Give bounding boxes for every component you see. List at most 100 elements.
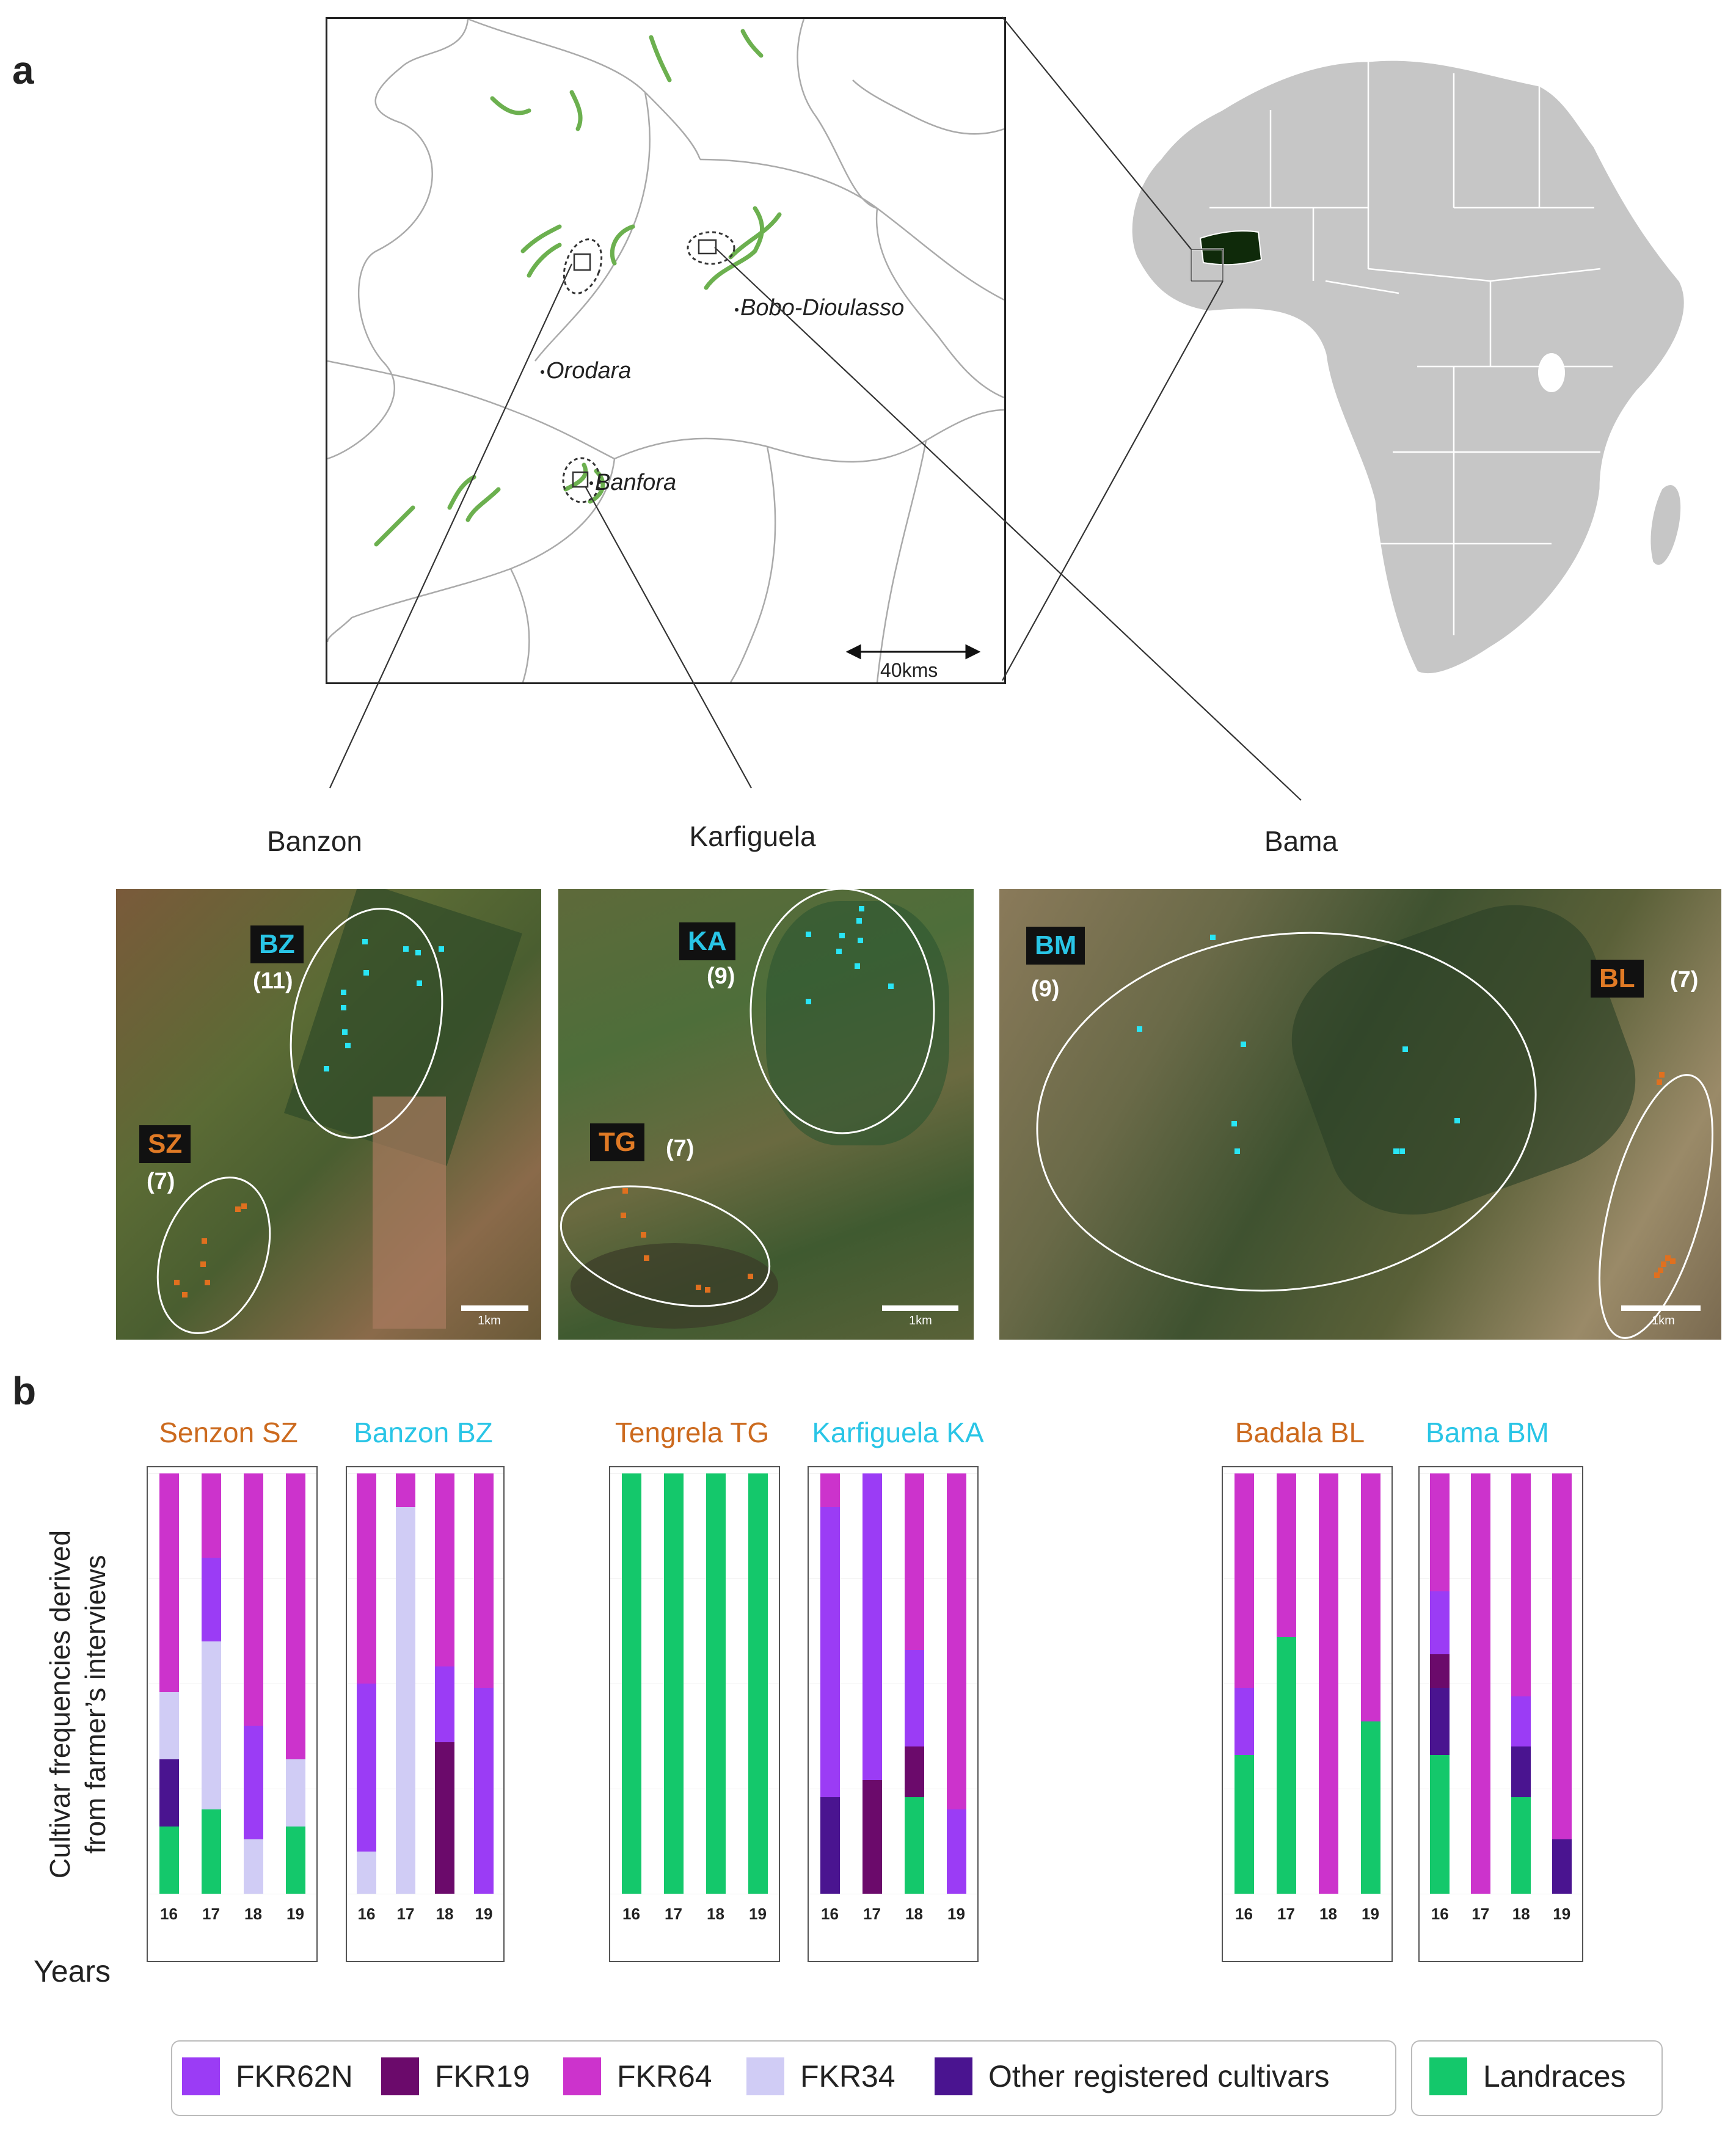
year-tick-label: 17 [1277,1905,1295,1923]
bar-segment-fkr64 [243,1473,263,1726]
satellite-bama: BM (9) BL (7) 1km [999,889,1721,1340]
year-tick-label: 19 [475,1905,493,1923]
site-count-tg: (7) [666,1136,695,1161]
y-axis-label-line1: Cultivar frequencies derived [44,1530,76,1879]
gridline [148,1473,316,1474]
bar-segment-fkr64 [904,1473,924,1650]
legend-registered: FKR62N FKR19 FKR64 FKR34 Other registere… [171,2040,1396,2116]
facet-banzon: 16 17 18 19 [346,1466,505,1962]
scale-bar-banzon [461,1305,528,1311]
bar-segment-fkr64 [396,1473,415,1508]
legend-item-landraces: Landraces [1429,2057,1626,2095]
bar-segment-other-registered-cultivars [1430,1687,1450,1755]
bar-segment-fkr62n [474,1687,494,1894]
regional-map: Bobo-Dioulasso Orodara Banfora 40kms [326,17,1006,684]
africa-map [1130,59,1686,676]
legend-label-fkr62n: FKR62N [236,2059,353,2093]
legend-swatch-fkr64 [563,2057,601,2095]
year-tick-label: 17 [665,1905,682,1923]
bar-segment-landraces [706,1473,726,1894]
legend-label-fkr19: FKR19 [435,2059,530,2093]
bar-segment-fkr62n [946,1809,966,1894]
gridline [347,1578,503,1579]
facet-title-banzon: Banzon BZ [354,1417,493,1448]
year-tick-label: 17 [202,1905,220,1923]
site-code-sz: SZ [139,1125,191,1163]
bar-segment-fkr19 [435,1742,454,1894]
facet-tengrela: 16 17 18 19 [609,1466,780,1962]
bar-segment-fkr34 [201,1641,221,1810]
bar-segment-landraces [663,1473,684,1894]
site-count-sz: (7) [147,1169,175,1194]
site-count-bl: (7) [1670,967,1699,993]
bar-segment-other-registered-cultivars [1552,1839,1572,1894]
panel-b-letter: b [12,1369,37,1413]
y-axis-label: Cultivar frequencies derived from farmer… [43,1515,128,1894]
year-tick-label: 18 [244,1905,262,1923]
facet-senzon: 16 17 18 19 [147,1466,318,1962]
bar-segment-fkr64 [1318,1473,1338,1894]
year-tick-label: 17 [396,1905,415,1923]
legend-item-fkr19: FKR19 [381,2057,530,2095]
year-tick-label: 19 [286,1905,304,1923]
panel-a-letter: a [12,48,34,92]
facet-title-tengrela: Tengrela TG [615,1417,770,1448]
legend-label-other: Other registered cultivars [988,2059,1330,2093]
site-code-bm: BM [1026,927,1085,965]
facet-title-senzon: Senzon SZ [159,1417,298,1448]
bar-segment-fkr64 [201,1473,221,1558]
bar-segment-landraces [1234,1754,1254,1894]
site-code-tg: TG [590,1123,645,1161]
year-tick-label: 18 [905,1905,923,1923]
site-code-bl: BL [1591,960,1644,998]
year-tick-label: 18 [436,1905,454,1923]
bar-segment-fkr34 [357,1852,376,1894]
gridline [1420,1473,1582,1474]
map-scale-label: 40kms [880,659,938,681]
city-banfora: Banfora [595,470,677,495]
bar-segment-fkr64 [474,1473,494,1688]
bar-segment-landraces [621,1473,641,1894]
gridline [1223,1578,1391,1579]
bar-segment-landraces [201,1809,221,1894]
legend-item-other: Other registered cultivars [935,2057,1330,2095]
site-code-bz: BZ [250,925,304,963]
year-tick-label: 19 [947,1905,965,1923]
gridline [1420,1578,1582,1579]
bar-segment-fkr64 [285,1473,305,1759]
bar-segment-other-registered-cultivars [1511,1746,1531,1797]
bar-segment-fkr34 [285,1759,305,1827]
facet-title-bama: Bama BM [1426,1417,1549,1448]
year-tick-label: 18 [1512,1905,1530,1923]
gridline [610,1473,779,1474]
city-bobo-dioulasso: Bobo-Dioulasso [740,295,905,321]
year-tick-label: 16 [160,1905,178,1923]
site-count-ka: (9) [707,963,735,989]
region-label-banzon: Banzon [266,825,363,857]
scale-text-karfiguela: 1km [909,1314,932,1327]
year-tick-label: 16 [821,1905,839,1923]
bar-segment-fkr64 [1552,1473,1572,1839]
bar-segment-landraces [159,1826,179,1894]
satellite-karfiguela: KA (9) TG (7) 1km [558,889,974,1340]
bar-segment-fkr19 [1430,1654,1450,1688]
year-tick-label: 19 [749,1905,767,1923]
bar-segment-fkr34 [159,1692,179,1759]
bar-segment-fkr64 [1276,1473,1296,1638]
bar-segment-fkr64 [1470,1473,1490,1894]
legend-swatch-fkr34 [746,2057,784,2095]
bar-segment-fkr64 [1234,1473,1254,1688]
bar-segment-fkr62n [904,1649,924,1747]
gridline [610,1578,779,1579]
bar-segment-fkr64 [820,1473,840,1508]
legend-swatch-fkr62n [182,2057,220,2095]
bar-segment-fkr62n [820,1507,840,1797]
bar-segment-fkr19 [904,1746,924,1797]
gridline [148,1578,316,1579]
legend-landraces: Landraces [1411,2040,1663,2116]
bar-segment-fkr64 [435,1473,454,1667]
year-tick-label: 19 [1362,1905,1379,1923]
gridline [809,1578,977,1579]
bar-segment-fkr62n [862,1473,882,1781]
site-count-bm: (9) [1031,976,1060,1002]
